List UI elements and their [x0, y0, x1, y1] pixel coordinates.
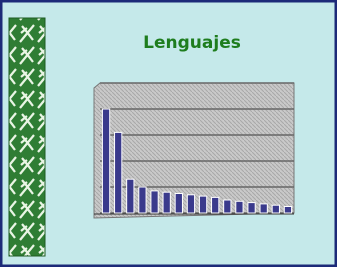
- bar: [175, 194, 182, 214]
- bar: [127, 179, 134, 213]
- decor-strip: [9, 18, 45, 256]
- bar: [199, 196, 206, 213]
- bar: [224, 200, 231, 213]
- bar: [272, 205, 279, 213]
- bar: [212, 197, 219, 213]
- bar: [284, 207, 291, 214]
- bar: [187, 195, 194, 213]
- bar: [163, 192, 170, 213]
- page: {"chart_data": {"type": "bar", "title": …: [0, 0, 337, 267]
- bar: [260, 204, 267, 213]
- bar: [139, 187, 146, 213]
- slide: Lenguajes: [0, 0, 337, 267]
- chart: [94, 83, 294, 218]
- bar: [236, 201, 243, 213]
- bar: [102, 109, 109, 213]
- bar: [151, 191, 158, 213]
- slide-title: Lenguajes: [143, 33, 241, 53]
- bar: [248, 203, 255, 213]
- bar: [115, 132, 122, 213]
